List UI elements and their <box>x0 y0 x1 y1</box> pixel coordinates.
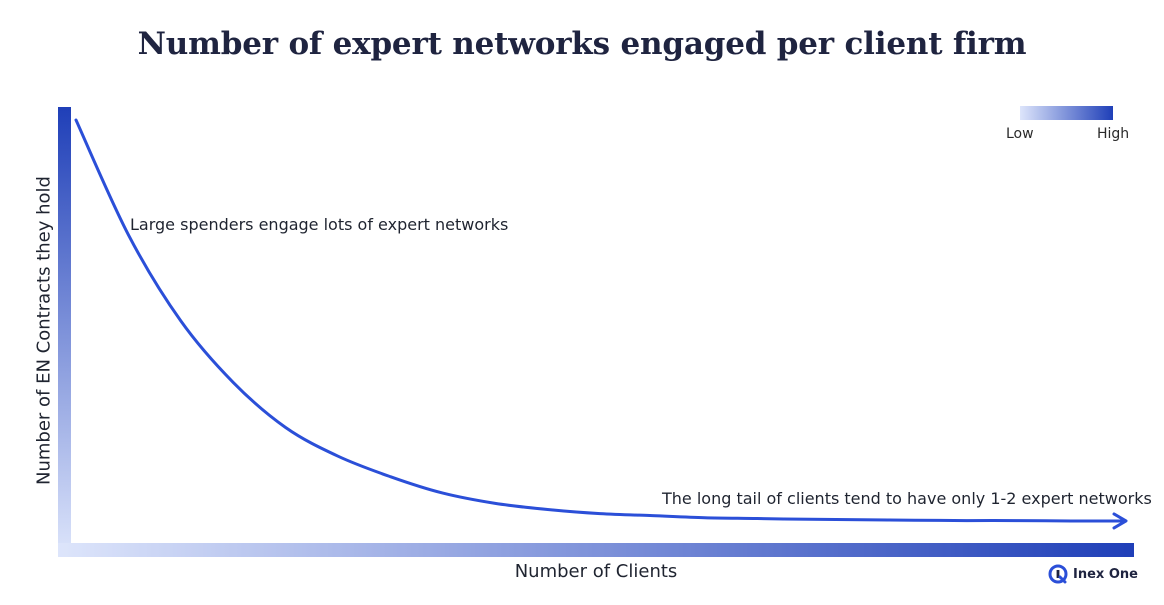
y-axis-bar <box>58 107 71 557</box>
chart-title: Number of expert networks engaged per cl… <box>137 26 1027 62</box>
curve-arrowhead <box>1112 512 1128 530</box>
brand-name: Inex One <box>1073 566 1138 582</box>
y-axis-label: Number of EN Contracts they hold <box>33 176 55 485</box>
series-line <box>74 118 1126 523</box>
legend-high-label: High <box>1097 126 1130 142</box>
annotation-large-spenders: Large spenders engage lots of expert net… <box>130 215 509 234</box>
x-axis-bar <box>58 543 1134 557</box>
legend-low-label: Low <box>1006 126 1034 142</box>
brand-logo: Inex One <box>1048 564 1138 584</box>
inex-one-icon <box>1048 564 1068 584</box>
x-axis-label: Number of Clients <box>514 561 678 582</box>
annotation-long-tail: The long tail of clients tend to have on… <box>662 489 1152 508</box>
legend-gradient <box>1020 106 1113 120</box>
